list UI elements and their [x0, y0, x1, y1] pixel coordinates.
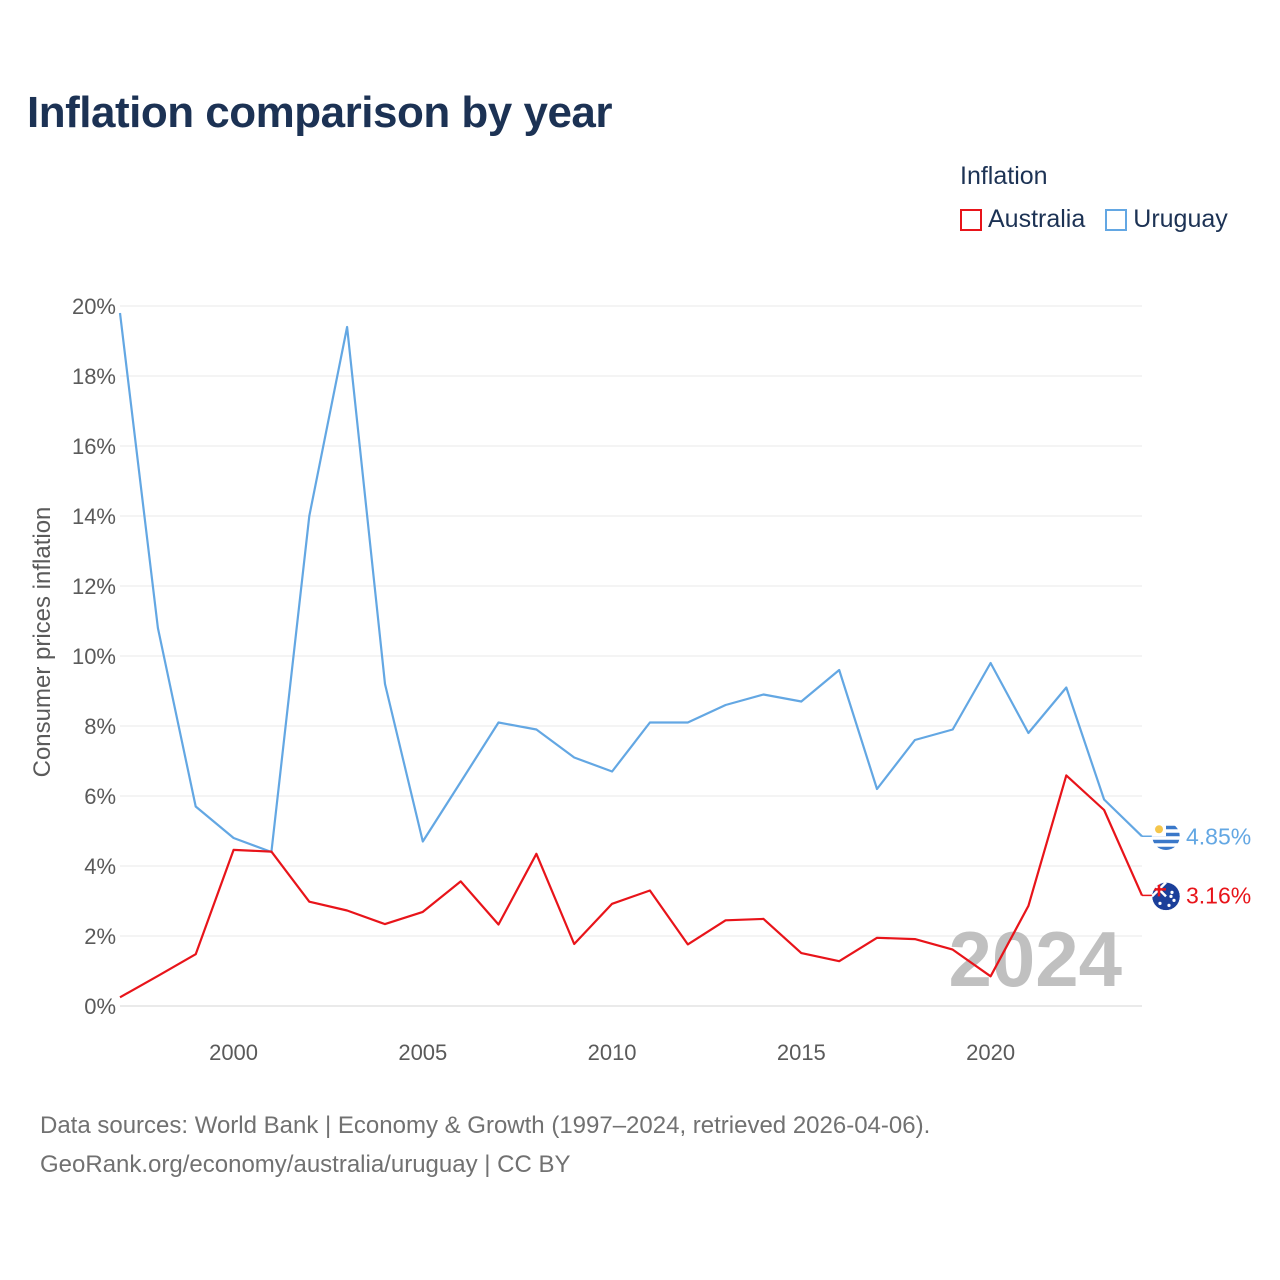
y-tick-label: 0%: [84, 994, 116, 1019]
data-point-australia[interactable]: [1063, 772, 1069, 778]
y-tick-label: 12%: [72, 574, 116, 599]
data-point-uruguay[interactable]: [647, 720, 653, 726]
data-point-australia[interactable]: [647, 888, 653, 894]
y-axis-label: Consumer prices inflation: [29, 507, 56, 778]
data-point-uruguay[interactable]: [193, 804, 199, 810]
data-point-australia[interactable]: [268, 849, 274, 855]
data-point-uruguay[interactable]: [988, 660, 994, 666]
data-point-uruguay[interactable]: [117, 310, 123, 316]
data-point-australia[interactable]: [988, 973, 994, 979]
data-point-australia[interactable]: [1101, 807, 1107, 813]
data-point-australia[interactable]: [798, 950, 804, 956]
data-point-australia[interactable]: [950, 947, 956, 953]
data-point-uruguay[interactable]: [155, 625, 161, 631]
data-point-uruguay[interactable]: [458, 779, 464, 785]
data-point-australia[interactable]: [1025, 903, 1031, 909]
data-point-australia[interactable]: [117, 994, 123, 1000]
data-point-uruguay[interactable]: [231, 835, 237, 841]
data-point-australia[interactable]: [344, 907, 350, 913]
y-tick-label: 8%: [84, 714, 116, 739]
data-point-uruguay[interactable]: [533, 727, 539, 733]
x-tick-label: 2010: [588, 1040, 637, 1065]
data-point-uruguay[interactable]: [760, 692, 766, 698]
data-point-uruguay[interactable]: [1063, 685, 1069, 691]
end-value-label-australia: 3.16%: [1186, 882, 1251, 908]
data-point-australia[interactable]: [382, 921, 388, 927]
data-point-uruguay[interactable]: [496, 720, 502, 726]
legend-title: Inflation: [960, 162, 1048, 190]
data-point-uruguay[interactable]: [685, 720, 691, 726]
y-tick-label: 6%: [84, 784, 116, 809]
data-point-uruguay[interactable]: [1101, 797, 1107, 803]
current-year-watermark: 2024: [948, 915, 1122, 1003]
data-point-uruguay[interactable]: [723, 702, 729, 708]
source-line-1: Data sources: World Bank | Economy & Gro…: [40, 1112, 931, 1139]
y-tick-label: 16%: [72, 434, 116, 459]
x-tick-label: 2020: [966, 1040, 1015, 1065]
data-point-australia[interactable]: [723, 917, 729, 923]
y-tick-label: 2%: [84, 924, 116, 949]
data-point-australia[interactable]: [533, 851, 539, 857]
data-point-uruguay[interactable]: [609, 769, 615, 775]
y-tick-label: 14%: [72, 504, 116, 529]
data-point-uruguay[interactable]: [950, 727, 956, 733]
source-line-2[interactable]: GeoRank.org/economy/australia/uruguay | …: [40, 1151, 571, 1178]
x-tick-label: 2000: [209, 1040, 258, 1065]
legend-label-uruguay: Uruguay: [1133, 205, 1228, 233]
uruguay-flag-icon: [1151, 822, 1181, 851]
x-tick-label: 2015: [777, 1040, 826, 1065]
legend: Inflation Australia Uruguay: [960, 162, 1228, 234]
data-point-uruguay[interactable]: [1025, 730, 1031, 736]
data-point-uruguay[interactable]: [344, 324, 350, 330]
data-source-note: Data sources: World Bank | Economy & Gro…: [40, 1106, 930, 1184]
series-line-australia[interactable]: [119, 774, 1144, 999]
x-tick-label: 2005: [398, 1040, 447, 1065]
data-point-australia[interactable]: [685, 941, 691, 947]
data-point-australia[interactable]: [193, 951, 199, 957]
data-point-australia[interactable]: [760, 916, 766, 922]
data-point-uruguay[interactable]: [382, 681, 388, 687]
legend-item-australia[interactable]: Australia: [960, 205, 1085, 234]
data-point-australia[interactable]: [306, 899, 312, 905]
legend-item-uruguay[interactable]: Uruguay: [1105, 205, 1228, 234]
data-point-australia[interactable]: [458, 878, 464, 884]
data-point-australia[interactable]: [155, 973, 161, 979]
data-point-australia[interactable]: [420, 909, 426, 915]
data-point-uruguay[interactable]: [836, 667, 842, 673]
y-tick-label: 10%: [72, 644, 116, 669]
data-point-australia[interactable]: [912, 936, 918, 942]
data-point-uruguay[interactable]: [420, 839, 426, 845]
y-tick-label: 4%: [84, 854, 116, 879]
data-point-uruguay[interactable]: [912, 737, 918, 743]
data-point-uruguay[interactable]: [306, 513, 312, 519]
data-point-australia[interactable]: [496, 921, 502, 927]
data-point-australia[interactable]: [836, 958, 842, 964]
data-point-uruguay[interactable]: [798, 699, 804, 705]
legend-swatch-uruguay: [1105, 208, 1128, 231]
data-point-uruguay[interactable]: [571, 755, 577, 761]
legend-swatch-australia: [960, 208, 982, 231]
data-point-australia[interactable]: [231, 847, 237, 853]
data-point-australia[interactable]: [571, 941, 577, 947]
data-point-australia[interactable]: [874, 935, 880, 941]
australia-flag-icon: [1151, 882, 1181, 911]
chart-title: Inflation comparison by year: [27, 88, 613, 137]
series-line-uruguay[interactable]: [118, 312, 1143, 854]
end-value-label-uruguay: 4.85%: [1186, 823, 1251, 849]
y-tick-label: 20%: [72, 294, 116, 319]
y-tick-label: 18%: [72, 364, 116, 389]
data-point-australia[interactable]: [609, 901, 615, 907]
data-point-uruguay[interactable]: [874, 786, 880, 792]
legend-label-australia: Australia: [988, 205, 1086, 233]
